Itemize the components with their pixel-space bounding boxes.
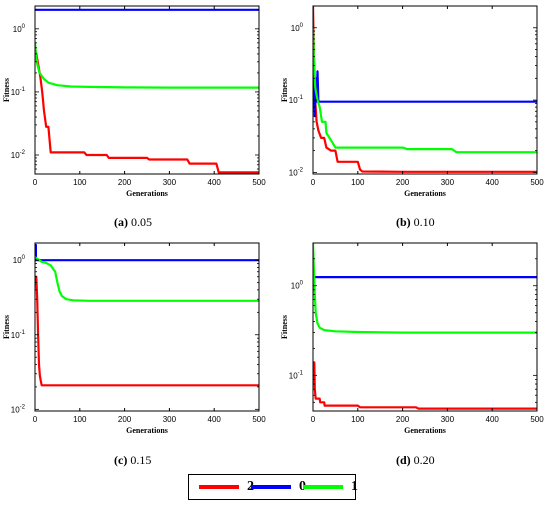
x-tick-label-b-0: 0 bbox=[311, 178, 316, 187]
y-tick-label-a-2: 10-2 bbox=[11, 150, 26, 160]
x-tick-label-d-0: 0 bbox=[311, 415, 316, 424]
y-axis-label-b: Fitness bbox=[280, 78, 289, 102]
x-tick-label-c-2: 200 bbox=[118, 415, 132, 424]
panel-a: 0 100 200 300 400 500 100 10-1 10-2 Generations Fi… bbox=[2, 5, 266, 198]
y-tick-label-b-1: 10-1 bbox=[289, 95, 304, 105]
plot-area-d bbox=[312, 242, 538, 412]
x-tick-label-a-1: 100 bbox=[73, 178, 87, 187]
plot-area-a bbox=[34, 5, 260, 175]
x-tick-label-b-5: 500 bbox=[530, 178, 544, 187]
series-line-a-2 bbox=[35, 47, 259, 174]
x-tick-label-a-2: 200 bbox=[118, 178, 132, 187]
x-tick-label-b-2: 200 bbox=[396, 178, 410, 187]
panel-d: 0 100 200 300 400 500 100 10-1 Generations Fitnes… bbox=[280, 242, 544, 435]
y-tick-label-a-1: 10-1 bbox=[11, 87, 26, 97]
x-axis-label-d: Generations bbox=[404, 426, 446, 435]
series-line-d-1 bbox=[313, 243, 537, 334]
x-tick-label-d-5: 500 bbox=[530, 415, 544, 424]
y-tick-label-d-0: 100 bbox=[291, 281, 304, 291]
x-tick-label-b-1: 100 bbox=[351, 178, 365, 187]
x-axis-label-c: Generations bbox=[126, 426, 168, 435]
y-tick-label-d-1: 10-1 bbox=[289, 370, 304, 380]
caption-c-label: (c) bbox=[114, 453, 128, 467]
x-tick-label-c-0: 0 bbox=[33, 415, 38, 424]
y-axis-label-a: Fitness bbox=[2, 78, 11, 102]
x-tick-label-a-0: 0 bbox=[33, 178, 38, 187]
legend-label-1: 1 bbox=[351, 479, 358, 494]
legend-item-1: 1 bbox=[303, 475, 358, 499]
y-tick-label-c-1: 10-1 bbox=[11, 330, 26, 340]
caption-b-value: 0.10 bbox=[413, 215, 435, 229]
x-tick-label-c-1: 100 bbox=[73, 415, 87, 424]
x-tick-label-d-1: 100 bbox=[351, 415, 365, 424]
x-tick-label-c-4: 400 bbox=[208, 415, 222, 424]
series-line-a-1 bbox=[35, 42, 259, 89]
y-tick-label-b-0: 100 bbox=[291, 23, 304, 33]
caption-a-label: (a) bbox=[114, 215, 128, 229]
caption-b: (b) 0.10 bbox=[396, 215, 435, 230]
panel-c: 0 100 200 300 400 500 100 10-1 10-2 Generations Fi… bbox=[2, 242, 266, 435]
caption-b-label: (b) bbox=[396, 215, 411, 229]
y-tick-label-c-2: 10-2 bbox=[11, 404, 26, 414]
caption-a: (a) 0.05 bbox=[114, 215, 152, 230]
legend-swatch-1 bbox=[303, 485, 343, 489]
plot-area-b bbox=[312, 5, 538, 175]
x-axis-label-a: Generations bbox=[126, 189, 168, 198]
caption-c: (c) 0.15 bbox=[114, 453, 151, 468]
x-axis-label-b: Generations bbox=[404, 189, 446, 198]
series-line-c-2 bbox=[35, 275, 259, 387]
legend-item-2: 2 bbox=[199, 475, 254, 499]
x-tick-label-d-4: 400 bbox=[486, 415, 500, 424]
series-line-d-2 bbox=[313, 361, 537, 410]
legend-label-2: 2 bbox=[247, 479, 254, 495]
x-tick-label-c-3: 300 bbox=[163, 415, 177, 424]
y-axis-label-d: Fitness bbox=[280, 315, 289, 339]
y-axis-label-c: Fitness bbox=[2, 315, 11, 339]
caption-a-value: 0.05 bbox=[131, 215, 152, 229]
legend-item-0: 0 bbox=[251, 475, 306, 499]
series-line-b-1 bbox=[313, 27, 537, 154]
series-line-c-0 bbox=[35, 243, 259, 262]
legend-label-0: 0 bbox=[299, 479, 306, 495]
legend: 2 0 1 bbox=[188, 474, 358, 500]
series-line-b-0 bbox=[313, 70, 537, 118]
x-tick-label-a-4: 400 bbox=[208, 178, 222, 187]
x-tick-label-a-5: 500 bbox=[252, 178, 266, 187]
y-tick-label-a-0: 100 bbox=[13, 24, 26, 34]
caption-d: (d) 0.20 bbox=[396, 453, 435, 468]
legend-swatch-0 bbox=[251, 485, 291, 489]
caption-d-label: (d) bbox=[396, 453, 411, 467]
y-tick-label-c-0: 100 bbox=[13, 255, 26, 265]
x-tick-label-b-4: 400 bbox=[486, 178, 500, 187]
x-tick-label-a-3: 300 bbox=[163, 178, 177, 187]
x-tick-label-b-3: 300 bbox=[441, 178, 455, 187]
plot-area-c bbox=[34, 242, 260, 412]
legend-swatch-2 bbox=[199, 485, 239, 489]
x-tick-label-d-2: 200 bbox=[396, 415, 410, 424]
y-tick-label-b-2: 10-2 bbox=[289, 167, 304, 177]
x-tick-label-c-5: 500 bbox=[252, 415, 266, 424]
caption-d-value: 0.20 bbox=[413, 453, 435, 467]
series-line-c-1 bbox=[35, 256, 259, 302]
x-tick-label-d-3: 300 bbox=[441, 415, 455, 424]
caption-c-value: 0.15 bbox=[130, 453, 152, 467]
panel-b: 0 100 200 300 400 500 100 10-1 10-2 Generations Fi… bbox=[280, 5, 544, 198]
